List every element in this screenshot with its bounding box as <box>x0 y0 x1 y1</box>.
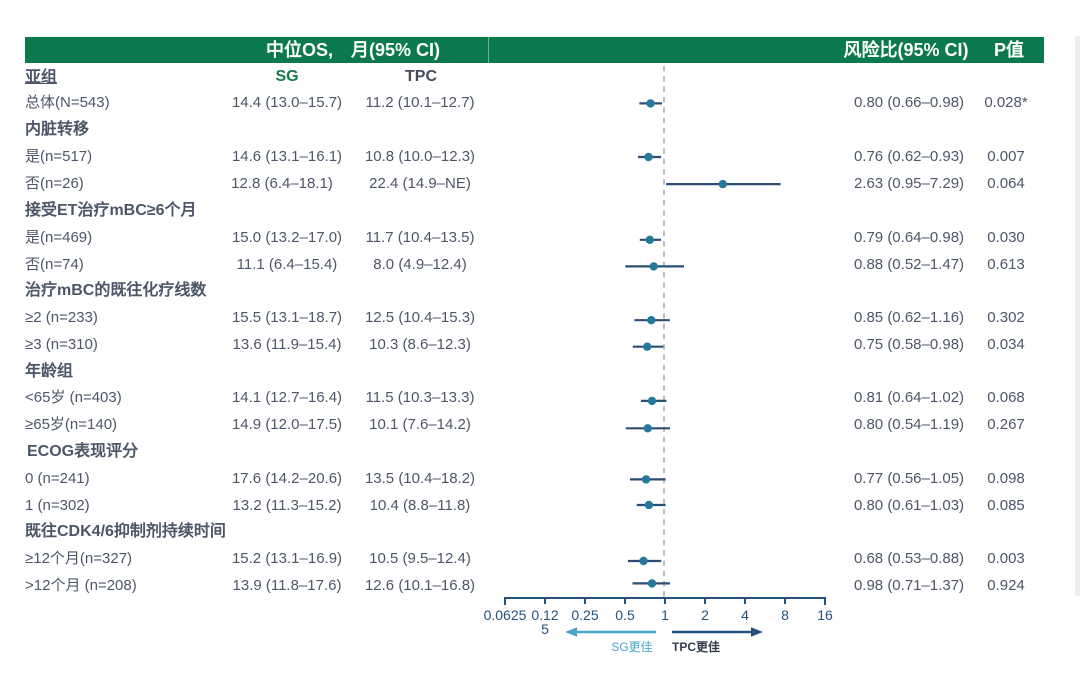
svg-text:2: 2 <box>701 607 709 623</box>
svg-text:0.12: 0.12 <box>531 607 558 623</box>
svg-text:16: 16 <box>817 607 833 623</box>
svg-text:5: 5 <box>541 621 549 637</box>
svg-text:0.25: 0.25 <box>571 607 598 623</box>
svg-text:0.5: 0.5 <box>615 607 635 623</box>
svg-text:4: 4 <box>741 607 749 623</box>
svg-text:1: 1 <box>661 607 669 623</box>
svg-text:0.0625: 0.0625 <box>484 607 527 623</box>
svg-text:8: 8 <box>781 607 789 623</box>
